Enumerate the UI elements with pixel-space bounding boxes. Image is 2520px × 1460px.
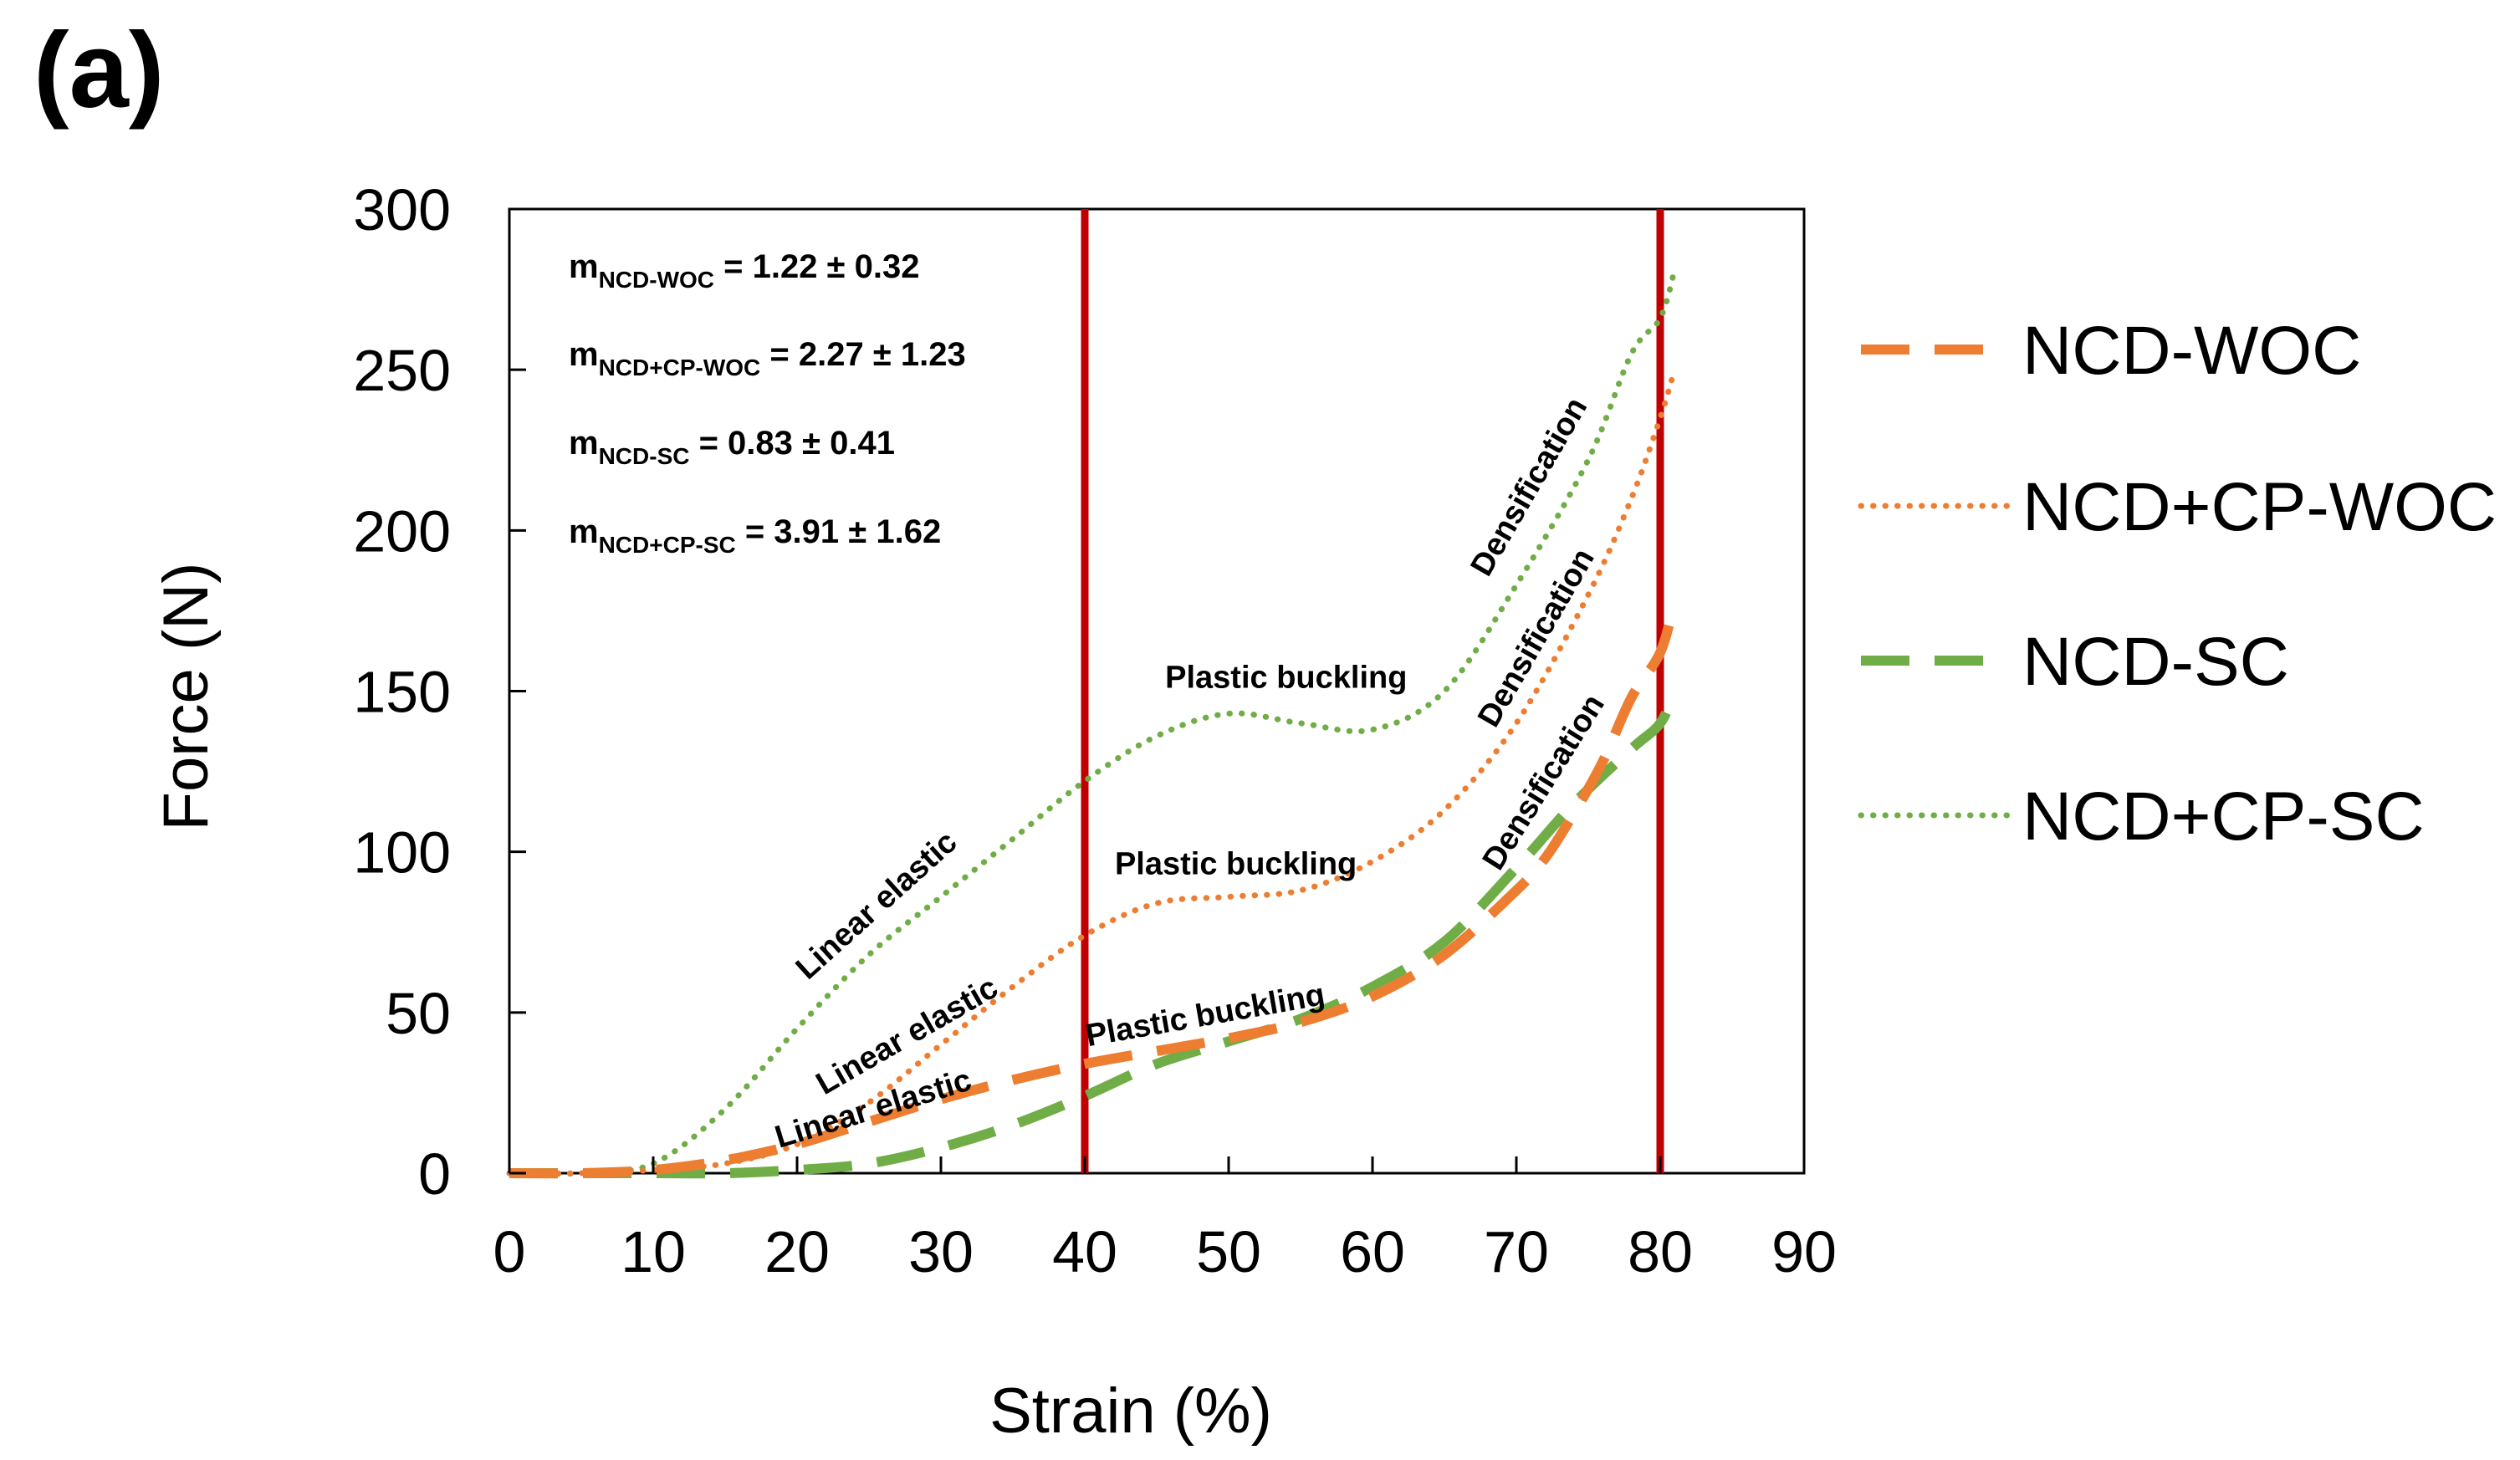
y-tick-label: 50	[386, 981, 451, 1046]
slope-equation: mNCD-SC = 0.83 ± 0.41	[569, 425, 895, 469]
y-tick-label: 100	[353, 820, 451, 886]
x-tick-label: 20	[764, 1219, 830, 1284]
x-axis-title: Strain (%)	[989, 1376, 1272, 1447]
annotation-plastic-buckling: Plastic buckling	[1165, 661, 1407, 696]
annotation-plastic-buckling: Plastic buckling	[1083, 978, 1327, 1054]
x-tick-label: 80	[1628, 1219, 1693, 1284]
series-line-ncd-sc	[509, 689, 1679, 1179]
y-tick-label: 0	[418, 1141, 451, 1207]
x-tick-label: 60	[1340, 1219, 1405, 1284]
y-tick-label: 200	[353, 498, 451, 564]
x-tick-label: 0	[493, 1219, 526, 1284]
x-tick-label: 90	[1771, 1219, 1837, 1284]
x-tick-label: 30	[908, 1219, 974, 1284]
series-line-ncd-cp-woc	[506, 366, 1678, 1177]
series-line-ncd-woc	[509, 600, 1680, 1179]
legend-label: NCD-WOC	[2022, 313, 2361, 389]
x-tick-label: 40	[1052, 1219, 1117, 1284]
slope-equation: mNCD+CP-WOC = 2.27 ± 1.23	[569, 336, 966, 380]
y-tick-label: 300	[353, 177, 451, 242]
slope-equations: mNCD-WOC = 1.22 ± 0.32 mNCD+CP-WOC = 2.27…	[569, 248, 966, 558]
legend-label: NCD+CP-WOC	[2022, 469, 2497, 545]
series-layer	[506, 267, 1680, 1179]
annotation-linear-elastic: Linear elastic	[790, 824, 964, 987]
legend-label: NCD-SC	[2022, 624, 2289, 700]
x-tick-label: 70	[1484, 1219, 1549, 1284]
x-tick-label: 10	[621, 1219, 686, 1284]
axis-ticks: 0 10 20 30 40 50 60 70 80 90 0 50 100 150 200 250 300	[353, 177, 1837, 1284]
annotation-linear-elastic: Linear elastic	[771, 1063, 976, 1156]
vertical-reference-lines	[1081, 209, 1664, 1173]
series-line-ncd-cp-sc	[506, 267, 1678, 1177]
y-axis-title: Force (N)	[151, 563, 222, 831]
slope-equation: mNCD-WOC = 1.22 ± 0.32	[569, 248, 919, 293]
y-tick-label: 250	[353, 338, 451, 403]
annotation-plastic-buckling: Plastic buckling	[1115, 847, 1357, 882]
slope-equation: mNCD+CP-SC = 3.91 ± 1.62	[569, 513, 941, 558]
legend: NCD-WOC NCD+CP-WOC NCD-SC NCD+CP-SC	[1858, 313, 2497, 855]
y-tick-label: 150	[353, 660, 451, 725]
panel-label: (a)	[33, 11, 164, 130]
x-tick-label: 50	[1196, 1219, 1261, 1284]
legend-label: NCD+CP-SC	[2022, 778, 2425, 855]
